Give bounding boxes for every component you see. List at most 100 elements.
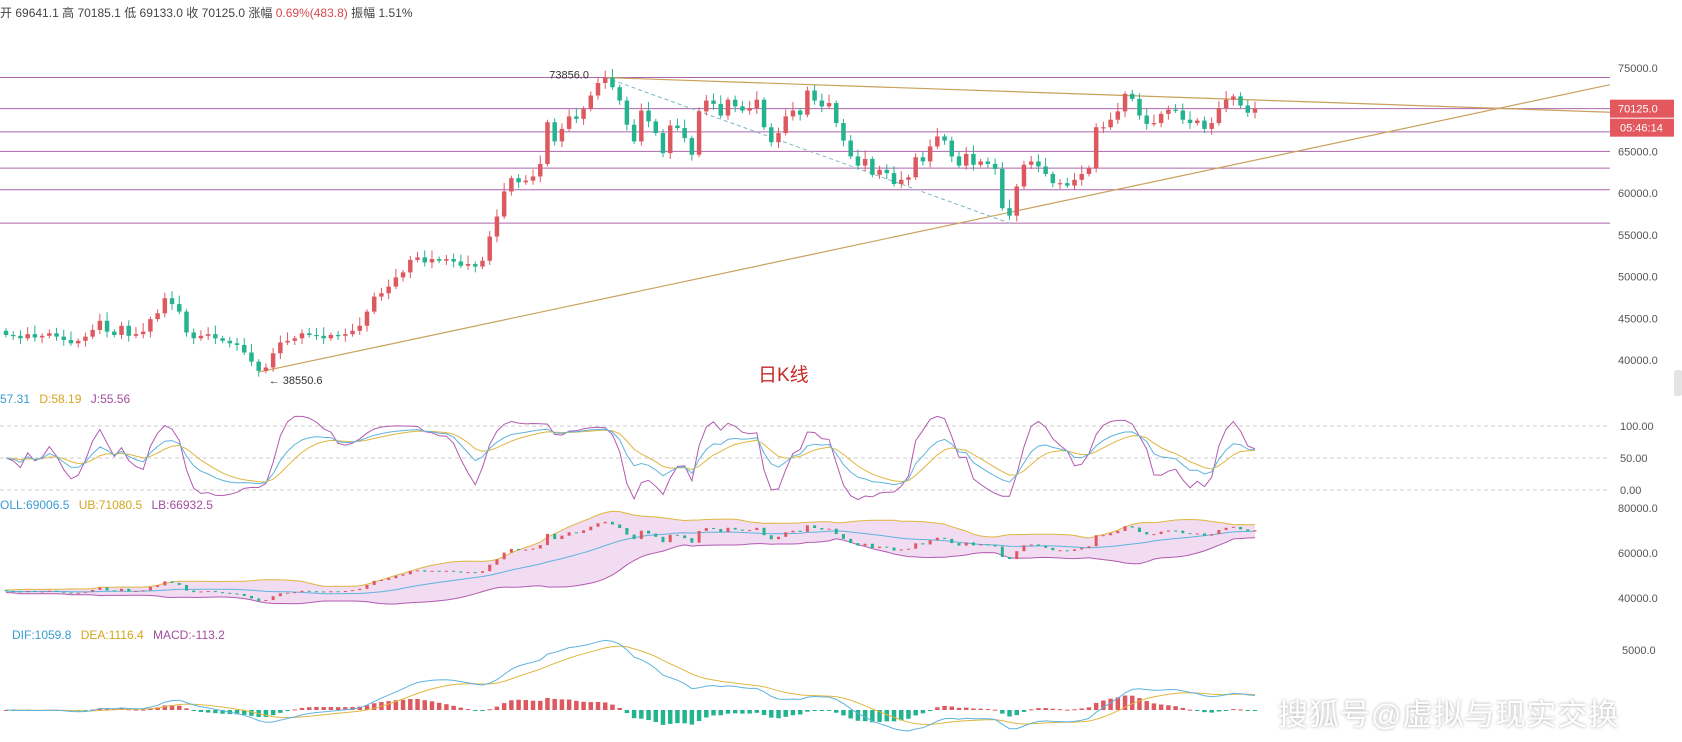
candle-body: [436, 259, 442, 261]
candle: [1187, 111, 1193, 129]
macd-histogram-bar: [184, 708, 189, 710]
candle: [725, 97, 731, 120]
boll-candle: [502, 552, 506, 560]
macd-histogram-bar: [545, 697, 550, 710]
boll-candle: [582, 530, 586, 533]
macd-histogram-bar: [242, 710, 247, 715]
candle-body: [213, 334, 218, 339]
candle: [581, 106, 586, 125]
boll-candle: [740, 529, 744, 531]
boll-ub-value: UB:71080.5: [78, 498, 143, 512]
boll-candle: [777, 536, 781, 540]
boll-candle: [1202, 533, 1206, 536]
candle-body: [1043, 166, 1048, 174]
candle: [177, 295, 182, 315]
boll-candle: [820, 528, 824, 530]
candle-body: [1000, 168, 1005, 209]
boll-candle: [1174, 530, 1178, 532]
candle-body: [660, 133, 666, 154]
kdj-d-line: [5, 429, 1256, 483]
candle-body: [256, 361, 261, 371]
candle: [566, 109, 572, 132]
boll-candle: [1065, 550, 1069, 552]
candle-body: [343, 334, 348, 336]
macd-histogram-bar: [126, 709, 131, 711]
candle: [25, 327, 30, 341]
boll-candle: [365, 584, 369, 589]
macd-histogram-bar: [177, 705, 182, 710]
candle: [393, 268, 399, 290]
boll-candle: [1253, 530, 1257, 532]
candle: [364, 309, 370, 332]
close-label: 收: [186, 6, 199, 20]
macd-histogram-bar: [415, 699, 420, 710]
axis-scroll-handle[interactable]: [1674, 370, 1682, 396]
candle-body: [234, 343, 240, 345]
candle-body: [509, 178, 514, 192]
boll-candle: [4, 590, 8, 592]
candle: [314, 327, 319, 340]
boll-candle: [921, 543, 925, 545]
boll-candle: [1094, 535, 1098, 547]
macd-histogram-bar: [487, 709, 492, 711]
candle-body: [942, 136, 947, 141]
boll-candle: [488, 564, 492, 572]
macd-histogram-bar: [1000, 710, 1005, 714]
candle-body: [205, 334, 211, 336]
candle-body: [1223, 99, 1229, 109]
boll-candle: [553, 533, 557, 540]
candle-body: [1209, 123, 1214, 129]
candle-body: [776, 133, 781, 143]
candle: [942, 133, 947, 145]
boll-candle: [560, 535, 564, 540]
candle-body: [610, 77, 615, 88]
candle: [509, 175, 514, 196]
candle: [1036, 154, 1041, 173]
boll-candle: [1159, 531, 1163, 535]
macd-histogram-bar: [1137, 698, 1142, 710]
macd-histogram-bar: [696, 710, 702, 722]
boll-candle: [1029, 544, 1033, 546]
candle-body: [328, 334, 334, 339]
macd-histogram-bar: [1216, 710, 1222, 712]
candle-body: [819, 100, 825, 107]
boll-candle: [184, 584, 188, 591]
candle: [234, 337, 240, 351]
candle: [306, 327, 312, 338]
candle: [422, 250, 427, 267]
candle: [285, 332, 290, 345]
boll-candle: [748, 530, 752, 532]
candle: [624, 96, 630, 131]
boll-candle: [849, 538, 853, 544]
macd-histogram-bar: [278, 710, 283, 713]
boll-candle: [1217, 530, 1221, 535]
candle-body: [371, 296, 377, 312]
boll-candle: [98, 587, 102, 590]
boll-lb-value: LB:66932.5: [151, 498, 213, 512]
candle-body: [732, 99, 738, 107]
candle: [184, 309, 189, 337]
macd-histogram-bar: [1245, 710, 1251, 711]
boll-candle: [863, 543, 867, 546]
candle: [343, 328, 348, 342]
boll-candle: [784, 532, 788, 537]
boll-candle: [26, 591, 30, 593]
candle-body: [364, 311, 370, 326]
macd-histogram-bar: [1072, 709, 1077, 711]
candle: [841, 119, 846, 147]
boll-candle: [531, 548, 535, 550]
macd-histogram-bar: [783, 710, 788, 717]
candle-body: [184, 311, 189, 333]
candle: [834, 100, 839, 128]
candle: [920, 151, 926, 166]
macd-histogram-bar: [1151, 703, 1157, 710]
macd-histogram-bar: [1115, 697, 1121, 710]
candle: [169, 291, 175, 310]
boll-candle: [120, 588, 124, 592]
candle: [812, 85, 817, 105]
macd-histogram-bar: [913, 710, 918, 716]
candle: [1014, 183, 1019, 222]
candle: [140, 323, 146, 339]
candle-body: [393, 277, 399, 287]
